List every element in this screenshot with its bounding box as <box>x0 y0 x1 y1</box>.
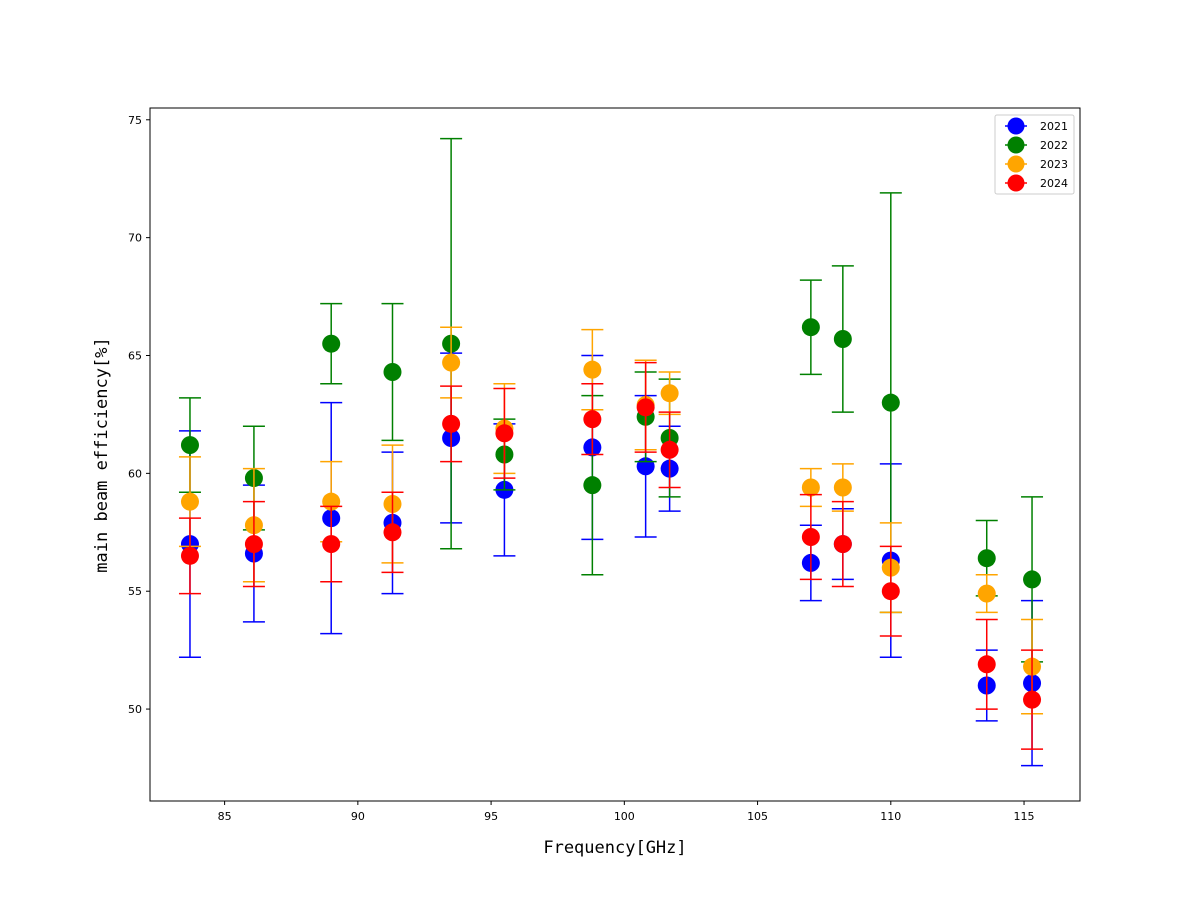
y-tick-label: 50 <box>128 703 142 716</box>
x-axis-label: Frequency[GHz] <box>543 838 686 858</box>
data-point <box>180 436 199 455</box>
legend-label: 2023 <box>1040 158 1068 171</box>
y-tick-label: 55 <box>128 585 142 598</box>
legend-item-2024: 2024 <box>1005 174 1068 192</box>
legend-label: 2024 <box>1040 177 1068 190</box>
y-tick-label: 65 <box>128 350 142 363</box>
legend-item-2022: 2022 <box>1005 136 1068 154</box>
y-tick-label: 70 <box>128 232 142 245</box>
legend-item-2023: 2023 <box>1005 155 1068 173</box>
data-point <box>881 582 900 601</box>
x-tick-label: 105 <box>747 810 768 823</box>
y-tick-label: 75 <box>128 114 142 127</box>
data-point <box>801 318 820 337</box>
legend-label: 2022 <box>1040 139 1068 152</box>
data-point <box>636 398 655 417</box>
data-point <box>180 546 199 565</box>
data-point <box>383 523 402 542</box>
data-point <box>495 424 514 443</box>
axes: 85 90 95 100 105 110 115 50 55 60 65 70 75 <box>128 114 1035 823</box>
data-point <box>322 535 341 554</box>
data-point <box>801 478 820 497</box>
x-tick-label: 90 <box>351 810 365 823</box>
legend-box <box>994 114 1075 195</box>
data-point <box>442 353 461 372</box>
legend-label: 2021 <box>1040 120 1068 133</box>
legend-item-2021: 2021 <box>1005 117 1068 135</box>
x-tick-label: 115 <box>1014 810 1035 823</box>
legend-marker <box>1007 174 1025 192</box>
x-tick-label: 100 <box>614 810 635 823</box>
data-point <box>1023 690 1042 709</box>
data-point <box>244 535 263 554</box>
data-point <box>1023 570 1042 589</box>
data-point <box>833 535 852 554</box>
data-point <box>977 549 996 568</box>
x-tick-label: 85 <box>218 810 232 823</box>
legend-marker <box>1007 155 1025 173</box>
data-point <box>583 476 602 495</box>
data-point <box>977 584 996 603</box>
x-tick-label: 110 <box>880 810 901 823</box>
x-tick-label: 95 <box>484 810 498 823</box>
data-point <box>180 492 199 511</box>
data-point <box>881 393 900 412</box>
data-point <box>833 478 852 497</box>
data-point <box>442 414 461 433</box>
data-point <box>383 363 402 381</box>
legend: 2021 2022 2023 2024 <box>994 114 1075 195</box>
data-point <box>801 528 820 546</box>
legend-marker <box>1007 136 1025 154</box>
series-2024 <box>178 361 1044 750</box>
data-point <box>977 655 996 674</box>
plot-area-background <box>150 108 1080 801</box>
y-tick-label: 60 <box>128 467 142 480</box>
y-axis-label: main beam efficiency[%] <box>92 337 112 572</box>
data-point <box>322 334 341 353</box>
data-point <box>660 440 679 459</box>
legend-marker <box>1007 117 1025 135</box>
data-point <box>583 360 602 379</box>
data-point <box>833 330 852 348</box>
data-layer <box>178 137 1044 767</box>
plot-frame <box>149 107 1081 802</box>
data-point <box>583 410 602 429</box>
data-point <box>660 384 679 403</box>
